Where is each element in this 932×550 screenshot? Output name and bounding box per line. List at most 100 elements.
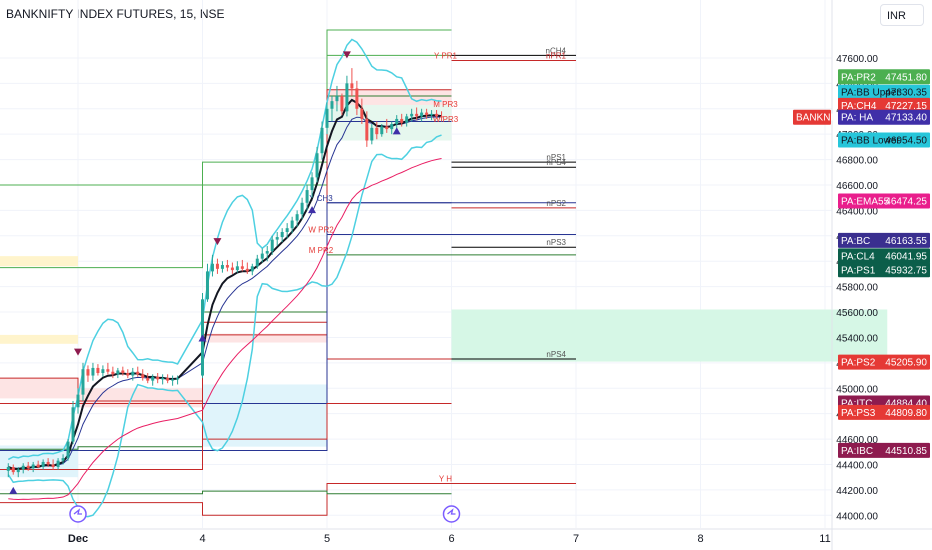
y-tick-label: 44600.00 [836, 435, 878, 446]
price-label[interactable]: PA:PS1 45932.75 [838, 262, 930, 278]
candle-body [46, 461, 50, 465]
candle-body [235, 266, 239, 271]
price-label-value: 47227.15 [885, 101, 927, 112]
price-label-bg [838, 442, 930, 458]
price-label-bg [838, 109, 930, 125]
price-label-bg [838, 404, 930, 420]
pivot-level-label: nPS4 [546, 158, 566, 167]
dividend-event-icon [69, 505, 87, 523]
price-label-value: 47451.80 [885, 72, 927, 83]
pivot-step-line [0, 490, 452, 495]
zone-band [0, 334, 79, 344]
candle-body [320, 127, 324, 154]
candle-body [275, 237, 279, 240]
candle-body [305, 190, 309, 203]
price-label[interactable]: PA:IBC 44510.85 [838, 442, 930, 458]
price-label[interactable]: PA:CH4 47227.15 [838, 97, 930, 113]
price-label[interactable]: PA:PR2 47451.80 [838, 69, 930, 85]
x-tick-label: 8 [697, 533, 703, 545]
price-label-name: PA:BB Upper [841, 88, 900, 99]
ema-fast-line [7, 98, 442, 471]
price-label-name: PA:PR2 [841, 72, 876, 83]
price-label[interactable]: PA:PS2 45205.90 [838, 354, 930, 370]
sell-signal-icon [342, 51, 351, 59]
candle-body [410, 113, 414, 117]
pivot-level-label: M PR3 [433, 100, 458, 109]
price-label-name: PA:BC [841, 236, 870, 247]
candle-body [66, 441, 70, 459]
candle-body [280, 231, 284, 238]
candle-body [86, 369, 90, 376]
price-label[interactable]: BANKNIFTY [793, 109, 852, 125]
candle-body [205, 271, 209, 300]
candle-body [315, 153, 319, 178]
candle-body [141, 374, 145, 379]
price-label-value: 44510.85 [885, 446, 927, 457]
y-tick-label: 44200.00 [836, 486, 878, 497]
y-tick-label: 45600.00 [836, 308, 878, 319]
candle-body [345, 83, 349, 112]
price-label-bg [838, 232, 930, 248]
price-label-bg [838, 248, 930, 264]
candle-body [420, 112, 424, 117]
candle-body [430, 113, 434, 116]
candle-body [255, 258, 259, 267]
pivot-level-label: Y CH3 [309, 194, 333, 203]
pivot-level-label: M PR2 [309, 246, 334, 255]
y-tick-label: 44000.00 [836, 511, 878, 522]
candle-body [365, 118, 369, 141]
candle-body [96, 367, 100, 374]
candle-body [146, 378, 150, 381]
candle-body [11, 467, 15, 473]
price-label-bg [838, 193, 930, 209]
price-label[interactable]: PA:CL4 46041.95 [838, 248, 930, 264]
candle-body [415, 113, 419, 117]
candle-body [425, 112, 429, 116]
price-label-name: PA:CL4 [841, 251, 875, 262]
candle-body [121, 370, 125, 374]
price-label[interactable]: PA:BC 46163.55 [838, 232, 930, 248]
candle-body [71, 407, 75, 442]
price-label-value: 47330.35 [885, 88, 927, 99]
x-tick-label: Dec [68, 533, 88, 545]
price-label-name: PA:IBC [841, 446, 873, 457]
currency-selector[interactable]: INR [880, 4, 924, 26]
chart-title: BANKNIFTY INDEX FUTURES, 15, NSE [6, 7, 225, 21]
price-label-bg [838, 262, 930, 278]
pivot-level-label: nPS2 [546, 199, 566, 208]
candle-body [76, 394, 80, 408]
x-tick-label: 5 [324, 533, 330, 545]
price-label[interactable]: PA:PS3 44809.80 [838, 404, 930, 420]
zone-band [0, 256, 79, 267]
sell-signal-icon [74, 348, 82, 356]
candle-body [106, 369, 110, 372]
price-label[interactable]: PA: HA 47133.40 [838, 109, 930, 125]
candle-body [335, 96, 339, 102]
earnings-event-icon [442, 505, 461, 523]
candle-body [16, 469, 20, 473]
candle-body [290, 220, 294, 229]
candle-body [225, 265, 229, 268]
price-label-name: PA:PS3 [841, 408, 876, 419]
candle-body [285, 228, 289, 232]
buy-signal-icon [9, 486, 18, 494]
candle-body [265, 251, 269, 254]
price-label-value: 44809.80 [885, 408, 927, 419]
price-label-bg [838, 69, 930, 85]
pivot-step-line [0, 29, 452, 186]
candle-body [440, 116, 444, 118]
candle-body [101, 369, 105, 374]
candle-body [81, 369, 85, 395]
candle-body [400, 118, 404, 123]
pivot-level-label: W PR3 [433, 115, 459, 124]
dividend-event-icon-glyph [73, 508, 82, 515]
candle-body [300, 202, 304, 215]
candle-body [325, 108, 329, 128]
pivot-level-label: nPS3 [546, 238, 566, 247]
zone-band [0, 378, 79, 399]
candle-body [111, 371, 115, 375]
